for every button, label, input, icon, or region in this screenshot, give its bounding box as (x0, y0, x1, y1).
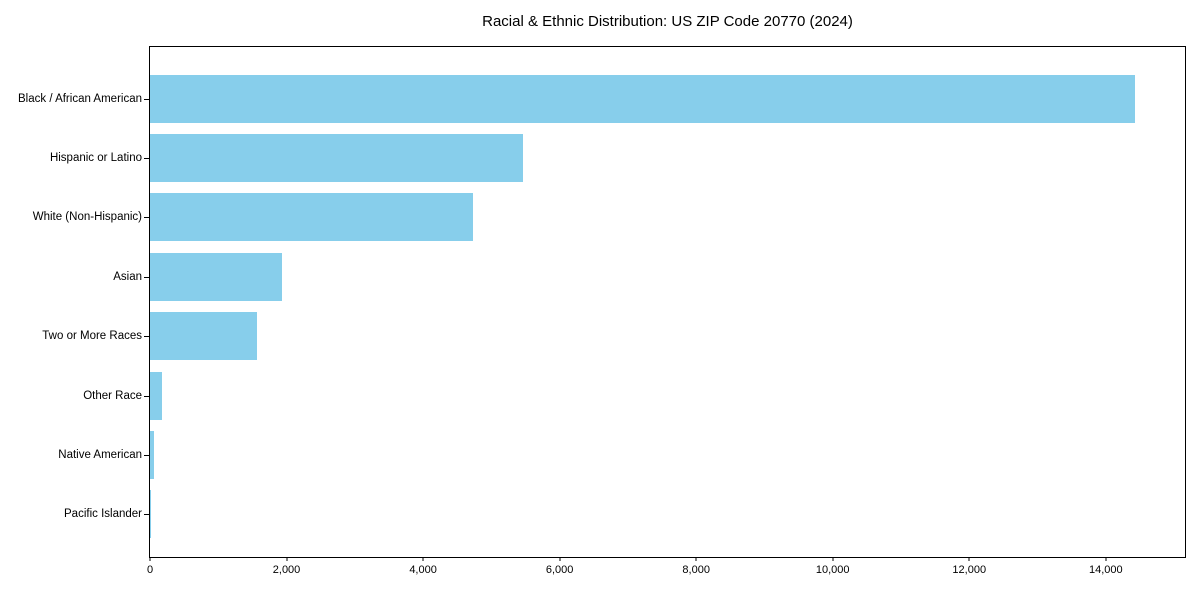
y-tick-label: Two or More Races (42, 330, 142, 343)
bar (150, 430, 154, 479)
y-tick-mark (144, 98, 149, 100)
y-tick-mark (144, 395, 149, 397)
chart-title: Racial & Ethnic Distribution: US ZIP Cod… (482, 13, 853, 30)
bar-rows-container: Black / African American Hispanic or Lati… (18, 47, 1185, 557)
bar (150, 371, 162, 420)
bar (150, 490, 151, 539)
bar-row: Pacific Islander (64, 485, 1185, 544)
y-tick-mark (144, 514, 149, 516)
x-tick-mark (559, 557, 561, 561)
x-tick-mark (1105, 557, 1107, 561)
bar-row: Native American (58, 425, 1185, 484)
bar (150, 312, 257, 361)
x-tick-label: 2,000 (272, 564, 301, 576)
x-tick-mark (832, 557, 834, 561)
y-tick-label: Black / African American (18, 92, 142, 105)
y-tick-label: White (Non-Hispanic) (32, 211, 142, 224)
y-tick-label: Native American (58, 448, 142, 461)
x-tick-label: 12,000 (952, 564, 987, 576)
y-tick-mark (144, 336, 149, 338)
bar-row: Asian (113, 247, 1185, 306)
bar (150, 193, 473, 242)
y-tick-label: Pacific Islander (64, 508, 142, 521)
bar-row: Two or More Races (42, 307, 1185, 366)
y-tick-mark (144, 276, 149, 278)
x-tick-mark (968, 557, 970, 561)
bar-row: Hispanic or Latino (50, 128, 1185, 187)
bar (150, 134, 523, 183)
y-tick-mark (144, 217, 149, 219)
bar (150, 252, 282, 301)
plot-area: Black / African American Hispanic or Lati… (18, 46, 1186, 576)
x-tick-label: 6,000 (545, 564, 574, 576)
y-tick-label: Other Race (83, 389, 142, 402)
bar-row: Black / African American (18, 69, 1185, 128)
x-tick-label: 8,000 (682, 564, 710, 576)
y-tick-mark (144, 454, 149, 456)
y-tick-mark (144, 158, 149, 160)
x-tick-mark (149, 557, 151, 561)
x-tick-label: 10,000 (815, 564, 850, 576)
x-tick-mark (422, 557, 424, 561)
bar (150, 74, 1136, 123)
x-tick-label: 14,000 (1088, 564, 1123, 576)
x-tick-mark (695, 557, 697, 561)
y-tick-label: Asian (113, 270, 142, 283)
x-tick-mark (286, 557, 288, 561)
bar-row: White (Non-Hispanic) (33, 188, 1185, 247)
y-tick-label: Hispanic or Latino (49, 152, 142, 165)
bar-row: Other Race (83, 366, 1185, 425)
x-tick-label: 0 (146, 564, 154, 576)
x-tick-label: 4,000 (409, 564, 437, 576)
